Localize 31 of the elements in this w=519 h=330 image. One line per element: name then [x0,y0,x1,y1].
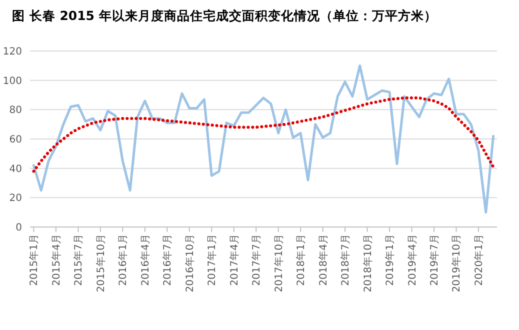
x-tick-label: 2018年7月 [340,234,352,286]
y-tick-label: 120 [2,46,22,58]
line-series [32,96,495,173]
x-tick-label: 2019年4月 [406,234,418,286]
x-tick-label: 2017年10月 [272,234,285,292]
y-tick-label: 80 [9,105,22,116]
x-tick-label: 2015年10月 [94,234,107,292]
x-tick-label: 2017年7月 [250,234,263,286]
x-tick-label: 2016年7月 [162,234,174,286]
x-tick-label: 2019年10月 [450,234,463,292]
y-tick-label: 40 [9,164,22,175]
x-tick-label: 2016年10月 [184,234,196,292]
line-series [32,64,495,214]
x-tick-label: 2018年4月 [317,234,330,286]
x-tick-label: 2017年1月 [206,234,218,286]
x-tick-label: 2018年10月 [362,234,374,292]
x-tick-label: 2020年1月 [472,234,485,286]
x-tick-label: 2015年7月 [72,234,85,286]
x-tick-label: 2015年1月 [28,234,40,286]
y-tick-label: 100 [2,76,22,87]
x-tick-label: 2019年7月 [428,234,440,286]
y-tick-label: 60 [9,134,22,146]
y-tick-label: 20 [9,193,22,204]
chart-title: 图 长春 2015 年以来月度商品住宅成交面积变化情况（单位：万平方米） [12,8,437,23]
x-tick-label: 2015年4月 [50,234,62,286]
x-tick-label: 2018年1月 [295,234,308,286]
y-tick-label: 0 [16,222,22,234]
x-tick-label: 2016年1月 [117,234,130,286]
x-tick-label: 2017年4月 [228,234,240,286]
x-tick-label: 2019年1月 [384,234,396,286]
x-tick-label: 2016年4月 [139,234,152,286]
